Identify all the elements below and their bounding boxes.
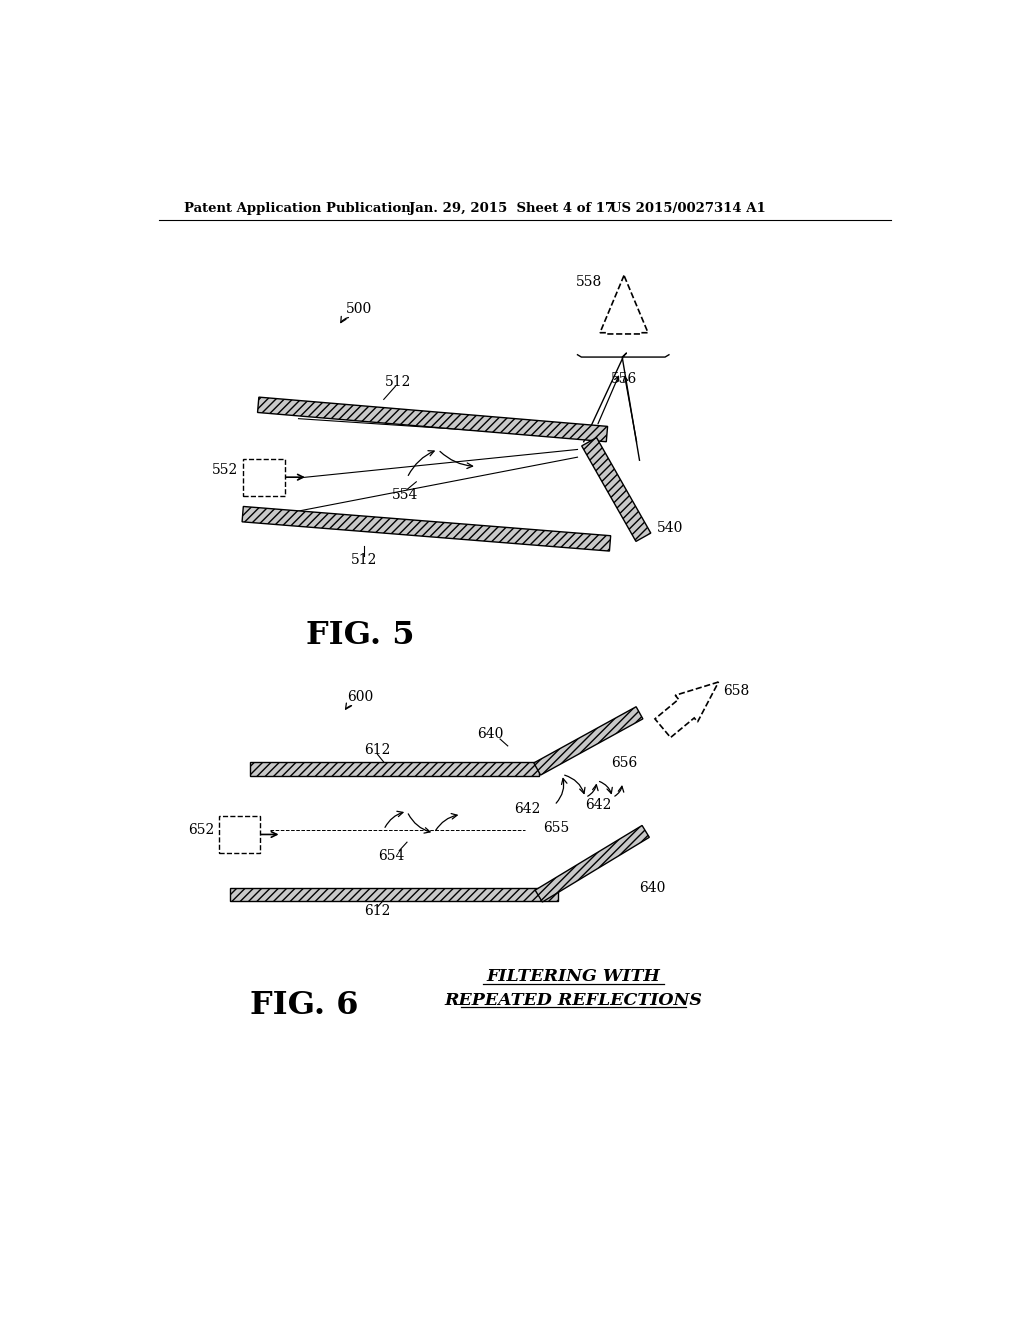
Polygon shape: [242, 507, 610, 550]
Bar: [243, 459, 285, 496]
Text: 658: 658: [723, 684, 750, 698]
Text: FIG. 5: FIG. 5: [306, 620, 415, 651]
Text: 612: 612: [365, 743, 391, 756]
Text: Patent Application Publication: Patent Application Publication: [183, 202, 411, 215]
Text: 652: 652: [188, 822, 215, 837]
Text: 600: 600: [347, 690, 374, 705]
Text: 640: 640: [477, 727, 504, 742]
Polygon shape: [230, 887, 558, 902]
Polygon shape: [582, 438, 651, 541]
Polygon shape: [600, 276, 648, 334]
Text: 642: 642: [586, 799, 611, 812]
Polygon shape: [258, 397, 607, 442]
Text: 656: 656: [611, 756, 637, 770]
Polygon shape: [534, 706, 643, 775]
Polygon shape: [655, 682, 719, 738]
Text: FILTERING WITH: FILTERING WITH: [486, 969, 660, 986]
Text: 500: 500: [346, 301, 372, 315]
Text: REPEATED REFLECTIONS: REPEATED REFLECTIONS: [444, 991, 702, 1008]
Text: 540: 540: [657, 521, 684, 535]
Text: 512: 512: [385, 375, 411, 388]
Text: 654: 654: [378, 849, 404, 863]
Polygon shape: [536, 825, 649, 902]
Text: 558: 558: [577, 275, 602, 289]
Text: 556: 556: [611, 372, 637, 387]
Text: 552: 552: [212, 463, 238, 478]
Text: FIG. 6: FIG. 6: [251, 990, 359, 1020]
Polygon shape: [251, 762, 539, 776]
Text: 655: 655: [543, 821, 569, 836]
Text: 612: 612: [365, 904, 391, 919]
Text: 512: 512: [351, 553, 378, 568]
Text: 640: 640: [640, 882, 666, 895]
Bar: [219, 816, 260, 853]
Text: 642: 642: [514, 803, 541, 816]
Text: US 2015/0027314 A1: US 2015/0027314 A1: [610, 202, 766, 215]
Text: Jan. 29, 2015  Sheet 4 of 17: Jan. 29, 2015 Sheet 4 of 17: [409, 202, 613, 215]
Text: 554: 554: [391, 488, 418, 502]
